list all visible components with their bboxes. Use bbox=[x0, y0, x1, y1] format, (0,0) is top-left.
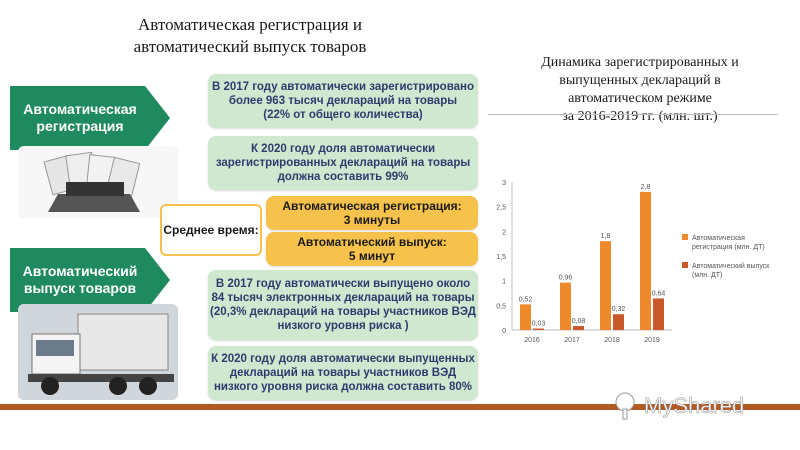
average-time-label: Среднее время: bbox=[163, 223, 259, 237]
x-tick-label: 2016 bbox=[524, 337, 540, 344]
page-title-line1: Автоматическая регистрация и bbox=[138, 15, 362, 34]
box3-line3: (20,3% деклараций на товары участников В… bbox=[210, 306, 476, 318]
y-tick-label: 1,5 bbox=[496, 254, 506, 261]
box2-line2: зарегистрированных деклараций на товары bbox=[215, 157, 471, 169]
legend-swatch-series2 bbox=[682, 262, 688, 268]
truck-icon bbox=[18, 304, 178, 400]
y-tick-label: 3 bbox=[502, 180, 506, 187]
chart-plot-area: 0 0,5 1 1,5 2 2,5 3 0,52 0,03 2016 0,96 0,08 2017 1,8… bbox=[496, 180, 770, 344]
page-title: Автоматическая регистрация и автоматичес… bbox=[80, 14, 420, 58]
registration-label: Автоматическая регистрация bbox=[10, 86, 150, 150]
auto-release-time-line2: 5 минут bbox=[348, 249, 396, 263]
x-tick-label: 2019 bbox=[644, 337, 660, 344]
data-label-series1-2017: 0,96 bbox=[559, 275, 573, 282]
data-label-series2-2016: 0,03 bbox=[532, 321, 546, 328]
info-box-released-2020: К 2020 году доля автоматически выпущенны… bbox=[208, 346, 478, 400]
truck-illustration bbox=[18, 304, 178, 400]
x-tick-label: 2017 bbox=[564, 337, 580, 344]
average-time-label-box: Среднее время: bbox=[160, 204, 262, 256]
box1-line3: (22% от общего количества) bbox=[263, 109, 423, 121]
y-tick-label: 0 bbox=[502, 328, 506, 335]
title-divider bbox=[488, 114, 778, 115]
laptop-illustration bbox=[18, 146, 178, 218]
chart-title-line4: за 2016-2019 гг. (млн. шт.) bbox=[562, 109, 718, 124]
bar-series2-2019 bbox=[653, 298, 664, 330]
release-label: Автоматический выпуск товаров bbox=[10, 248, 150, 312]
legend-label-series1: регистрация (млн. ДТ) bbox=[692, 244, 765, 251]
chart-title-line1: Динамика зарегистрированных и bbox=[541, 55, 739, 70]
bar-series2-2018 bbox=[613, 314, 624, 330]
box4-line2: деклараций на товары участников ВЭД bbox=[229, 367, 457, 379]
legend-label-series2: Автоматический выпуск bbox=[692, 262, 770, 270]
bar-series1-2016 bbox=[520, 304, 531, 330]
box2-line3: должна составить 99% bbox=[277, 171, 409, 183]
y-tick-label: 2,5 bbox=[496, 205, 506, 212]
box4-line1: К 2020 году доля автоматически выпущенны… bbox=[211, 353, 475, 365]
declarations-bar-chart: 0 0,5 1 1,5 2 2,5 3 0,52 0,03 2016 0,96 0,08 2017 1,8… bbox=[496, 180, 770, 344]
chart-title: Динамика зарегистрированных и выпущенных… bbox=[500, 54, 780, 126]
data-label-series2-2017: 0,08 bbox=[572, 318, 586, 325]
laptop-documents-icon bbox=[43, 151, 141, 212]
chart-title-line3: автоматическом режиме bbox=[568, 91, 712, 106]
bar-series2-2016 bbox=[533, 328, 544, 330]
auto-registration-time-box: Автоматическая регистрация: 3 минуты bbox=[266, 196, 478, 230]
auto-release-time-line1: Автоматический выпуск: bbox=[297, 235, 447, 249]
tree-icon bbox=[615, 392, 635, 420]
data-label-series2-2019: 0,64 bbox=[652, 290, 666, 297]
box3-line4: низкого уровня риска ) bbox=[277, 320, 409, 332]
page-title-line2: автоматический выпуск товаров bbox=[133, 37, 367, 56]
auto-registration-time-line2: 3 минуты bbox=[343, 213, 401, 227]
box1-line2: более 963 тысяч деклараций на товары bbox=[228, 95, 458, 107]
auto-registration-time-line1: Автоматическая регистрация: bbox=[282, 199, 462, 213]
registration-arrow-shape bbox=[10, 86, 170, 150]
release-label-line2: выпуск товаров bbox=[23, 280, 137, 296]
bar-series1-2018 bbox=[600, 241, 611, 330]
box1-line1: В 2017 году автоматически зарегистрирова… bbox=[212, 81, 474, 93]
box3-line1: В 2017 году автоматически выпущено около bbox=[215, 278, 471, 290]
legend-label-series2: (млн. ДТ) bbox=[692, 272, 722, 279]
data-label-series1-2016: 0,52 bbox=[519, 296, 533, 303]
x-tick-label: 2018 bbox=[604, 337, 620, 344]
bar-series1-2017 bbox=[560, 282, 571, 330]
bar-series2-2017 bbox=[573, 326, 584, 330]
bar-series1-2019 bbox=[640, 191, 651, 330]
y-tick-label: 1 bbox=[502, 279, 506, 286]
y-tick-label: 2 bbox=[502, 229, 506, 236]
data-label-series1-2018: 1,8 bbox=[601, 233, 611, 240]
box2-line1: К 2020 году доля автоматически bbox=[250, 143, 436, 155]
registration-label-line2: регистрация bbox=[36, 118, 124, 134]
info-box-registered-2017: В 2017 году автоматически зарегистрирова… bbox=[208, 74, 478, 128]
registration-arrow: Автоматическая регистрация bbox=[10, 86, 175, 150]
myshared-watermark: MyShared bbox=[612, 392, 745, 420]
chart-title-line2: выпущенных деклараций в bbox=[559, 73, 721, 88]
registration-label-line1: Автоматическая bbox=[23, 101, 137, 117]
auto-release-time-box: Автоматический выпуск: 5 минут bbox=[266, 232, 478, 266]
info-box-released-2017: В 2017 году автоматически выпущено около… bbox=[208, 270, 478, 340]
box4-line3: низкого уровня риска должна составить 80… bbox=[213, 381, 473, 393]
footer-band bbox=[0, 404, 800, 410]
info-box-registered-2020: К 2020 году доля автоматически зарегистр… bbox=[208, 136, 478, 190]
release-arrow-shape bbox=[10, 248, 170, 312]
watermark-text: MyShared bbox=[644, 393, 745, 419]
release-label-line1: Автоматический bbox=[22, 263, 138, 279]
release-arrow: Автоматический выпуск товаров bbox=[10, 248, 175, 312]
data-label-series2-2018: 0,32 bbox=[612, 306, 626, 313]
data-label-series1-2019: 2,8 bbox=[641, 184, 651, 191]
legend-swatch-series1 bbox=[682, 234, 688, 240]
box3-line2: 84 тысяч электронных деклараций на товар… bbox=[211, 292, 475, 304]
y-tick-label: 0,5 bbox=[496, 303, 506, 310]
legend-label-series1: Автоматическая bbox=[692, 235, 745, 242]
